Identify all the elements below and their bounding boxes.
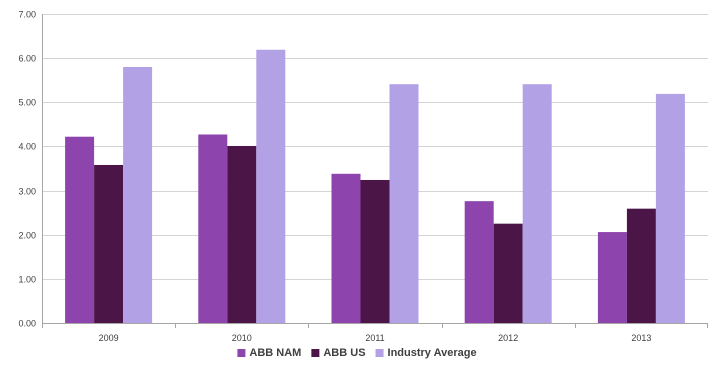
bar-abb-us-2013 [626,208,656,323]
bar-abb-us-2011 [360,179,390,323]
bar-industry-average-2012 [522,84,552,324]
y-tick-label-7: 7.00 [18,10,36,20]
legend-label-abb-us: ABB US [323,347,365,359]
legend-label-industry-average: Industry Average [388,347,477,359]
legend: ABB NAM ABB US Industry Average [237,347,477,359]
x-tick-label-2011: 2011 [365,333,384,343]
legend-swatch-abb-us [311,349,320,357]
legend-swatch-abb-nam [237,349,246,357]
y-tick-label-0: 0.00 [18,319,36,329]
y-tick-label-3: 3.00 [18,187,36,197]
bar-industry-average-2009 [123,66,153,323]
axes: 0.00 1.00 2.00 3.00 4.00 5.00 6.00 7.00 2009 2010… [18,10,708,343]
bar-abb-nam-2009 [65,136,95,323]
x-tick-label-2010: 2010 [232,333,252,343]
legend-label-abb-nam: ABB NAM [249,347,301,359]
y-tick-label-1: 1.00 [18,275,36,285]
x-tick-label-2009: 2009 [99,333,119,343]
bar-abb-us-2010 [227,145,257,323]
y-tick-label-4: 4.00 [18,142,36,152]
legend-swatch-industry-average [375,349,384,357]
bar-abb-us-2009 [94,164,124,323]
y-tick-label-6: 6.00 [18,54,36,64]
bar-industry-average-2011 [389,84,419,324]
bar-abb-nam-2012 [464,201,494,323]
bar-abb-nam-2011 [331,173,361,323]
y-tick-label-2: 2.00 [18,231,36,241]
x-tick-label-2013: 2013 [631,333,651,343]
bar-industry-average-2013 [655,93,685,323]
bar-industry-average-2010 [256,49,286,324]
bar-abb-us-2012 [493,223,523,323]
y-tick-label-5: 5.00 [18,98,36,108]
x-tick-label-2012: 2012 [498,333,518,343]
bars [65,49,685,324]
bar-abb-nam-2013 [597,232,627,323]
bar-abb-nam-2010 [198,134,228,323]
